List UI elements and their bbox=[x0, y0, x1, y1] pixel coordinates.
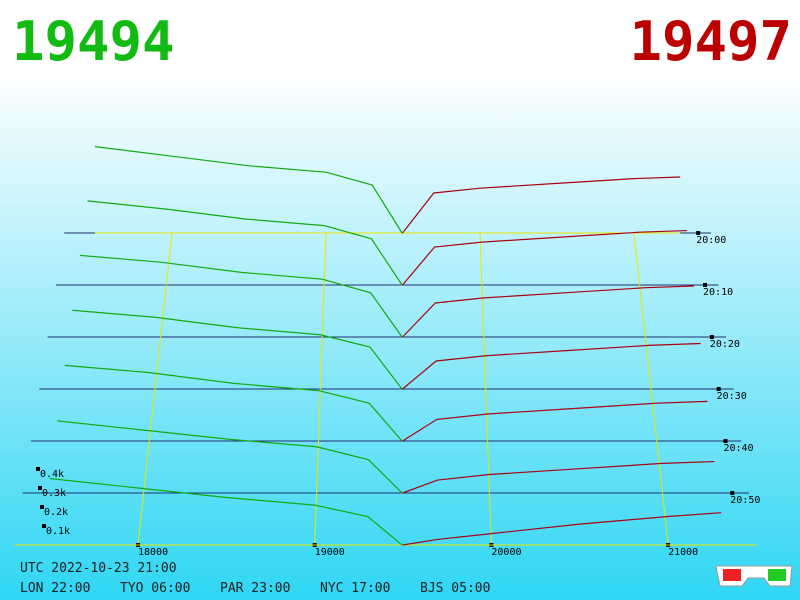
price-grid-line bbox=[314, 232, 327, 546]
y-tick-label: 0.3k bbox=[42, 488, 66, 499]
ask-depth-line bbox=[402, 460, 715, 494]
3d-glasses-icon bbox=[715, 565, 793, 587]
time-tick bbox=[730, 491, 735, 495]
plot: 18000 19000 20000 21000 0.1k 0.2k 0.3k 0.4k 20:0… bbox=[14, 146, 760, 558]
bid-depth-line bbox=[79, 254, 403, 338]
z-tick-label: 20:40 bbox=[723, 443, 753, 454]
price-grid-line bbox=[633, 232, 669, 546]
x-tick-label: 19000 bbox=[315, 547, 345, 558]
ask-depth-line bbox=[402, 512, 722, 546]
city-clock: TYO 06:00 bbox=[120, 581, 190, 596]
z-tick-label: 20:30 bbox=[717, 391, 747, 402]
ask-depth-line bbox=[402, 285, 694, 338]
ask-depth-line bbox=[402, 229, 688, 286]
ask-price: 19497 bbox=[629, 10, 792, 73]
z-tick-label: 20:20 bbox=[710, 339, 740, 350]
volume-tick bbox=[38, 486, 42, 490]
city-clock: LON 22:00 bbox=[20, 581, 90, 596]
bid-depth-line bbox=[94, 146, 403, 234]
y-tick-label: 0.1k bbox=[46, 526, 70, 537]
time-tick bbox=[703, 283, 708, 287]
z-tick-label: 20:00 bbox=[696, 235, 726, 246]
ask-depth-line bbox=[402, 176, 681, 234]
clocks: LON 22:00 TYO 06:00 PAR 23:00 NYC 17:00 BJS … bbox=[20, 581, 490, 596]
city-clock: BJS 05:00 bbox=[420, 581, 490, 596]
y-tick-label: 0.4k bbox=[40, 469, 64, 480]
x-tick-label: 20000 bbox=[491, 547, 521, 558]
bid-price: 19494 bbox=[12, 10, 175, 73]
city-clock: PAR 23:00 bbox=[220, 581, 290, 596]
bid-depth-line bbox=[72, 309, 403, 390]
y-tick-label: 0.2k bbox=[44, 507, 68, 518]
bid-depth-line bbox=[64, 364, 403, 442]
ask-depth-line bbox=[402, 342, 701, 390]
bid-depth-line bbox=[57, 420, 403, 494]
x-tick-label: 21000 bbox=[668, 547, 698, 558]
time-tick bbox=[696, 231, 701, 235]
ask-depth-line bbox=[402, 400, 708, 442]
price-grid-line bbox=[137, 232, 173, 546]
price-grid-line bbox=[479, 232, 492, 546]
z-tick-label: 20:50 bbox=[730, 495, 760, 506]
volume-tick bbox=[36, 467, 40, 471]
city-clock: NYC 17:00 bbox=[320, 581, 390, 596]
utc-time: UTC 2022-10-23 21:00 bbox=[20, 561, 177, 576]
time-tick bbox=[723, 439, 728, 443]
bid-depth-line bbox=[87, 200, 403, 286]
z-tick-label: 20:10 bbox=[703, 287, 733, 298]
time-tick bbox=[709, 335, 714, 339]
volume-tick bbox=[40, 505, 44, 509]
time-tick bbox=[716, 387, 721, 391]
volume-tick bbox=[42, 524, 46, 528]
bid-depth-line bbox=[49, 477, 403, 546]
x-tick-label: 18000 bbox=[138, 547, 168, 558]
